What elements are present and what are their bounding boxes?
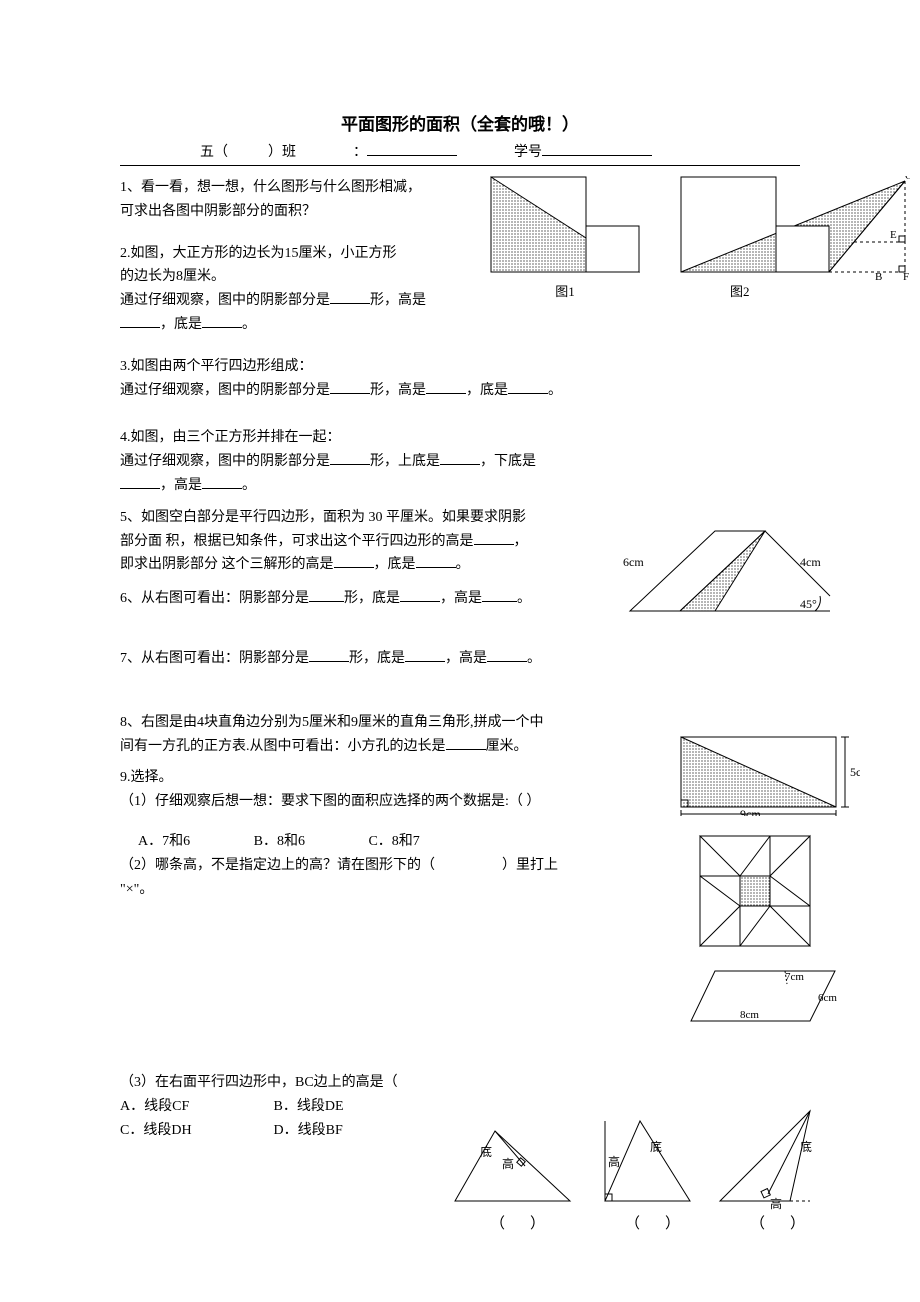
- figure-pinwheel: [690, 826, 820, 956]
- q3-line2a: 通过仔细观察，图中的阴影部分是: [120, 383, 330, 398]
- q2-line3a: 通过仔细观察，图中的阴影部分是: [120, 293, 330, 308]
- svg-text:6cm: 6cm: [818, 992, 837, 1004]
- q7-b: 形，底是: [349, 651, 405, 666]
- q3-line2c: ，底是: [466, 383, 508, 398]
- q2-line4b: ，底是: [160, 317, 202, 332]
- page-title: 平面图形的面积（全套的哦！）: [120, 110, 800, 135]
- q9-s3: （3）在右面平行四边形中，BC边上的高是（: [120, 1075, 398, 1090]
- student-no-label: 学号: [514, 145, 542, 160]
- question-8: 8、右图是由4块直角边分别为5厘米和9厘米的直角三角形,拼成一个中 间有一方孔的…: [120, 711, 650, 759]
- question-9-3: （3）在右面平行四边形中，BC边上的高是（ A．线段CF B．线段DE C．线段…: [120, 1071, 450, 1142]
- q9-s2c: "×"。: [120, 878, 650, 902]
- q9-optB: B．8和6: [254, 830, 305, 854]
- q2-line1: 2.如图，大正方形的边长为15厘米，小正方形: [120, 242, 460, 266]
- q3-line2b: 形，高是: [370, 383, 426, 398]
- q4-line2b: 形，上底是: [370, 454, 440, 469]
- svg-text:底: 底: [650, 1139, 662, 1154]
- q8-line1: 8、右图是由4块直角边分别为5厘米和9厘米的直角三角形,拼成一个中: [120, 711, 650, 735]
- figure-parallelogram: 7cm 6cm 8cm: [690, 966, 840, 1026]
- q4-line3b: ，高是: [160, 478, 202, 493]
- svg-text:）: ）: [665, 1215, 680, 1232]
- class-suffix: ）班: [268, 145, 296, 160]
- svg-text:7cm: 7cm: [785, 971, 804, 983]
- q2-line4c: 。: [242, 317, 256, 332]
- svg-text:B: B: [875, 271, 882, 281]
- q2-line2: 的边长为8厘米。: [120, 265, 460, 289]
- q4-line1: 4.如图，由三个正方形并排在一起：: [120, 426, 630, 450]
- svg-text:（: （: [750, 1215, 765, 1232]
- svg-text:45°: 45°: [800, 597, 817, 611]
- svg-text:（: （: [490, 1215, 505, 1232]
- svg-text:底: 底: [800, 1139, 812, 1154]
- svg-text:8cm: 8cm: [740, 1009, 759, 1021]
- figure-q8: 5cm 9cm: [680, 736, 860, 816]
- figure-2: C E B F 图2: [680, 176, 910, 303]
- q5-line2b: ，: [514, 534, 528, 549]
- svg-text:4cm: 4cm: [800, 555, 821, 569]
- q9-optA: A．7和6: [138, 830, 190, 854]
- q5-line2a: 部分面 积，根据已知条件，可求出这个平行四边形的高是: [120, 534, 474, 549]
- q5-line3c: 。: [456, 557, 470, 572]
- q9-s3optA: A．线段CF: [120, 1095, 270, 1119]
- question-5: 5、如图空白部分是平行四边形，面积为 30 平厘米。如果要求阴影 部分面 积，根…: [120, 506, 610, 577]
- svg-text:底: 底: [480, 1144, 492, 1159]
- q6-a: 6、从右图可看出：阴影部分是: [120, 591, 309, 606]
- q9-s1: （1）仔细观察后想一想：要求下图的面积应选择的两个数据是:（ ）: [120, 790, 650, 814]
- q9-s2a: （2）哪条高，不是指定边上的高？请在图形下的（: [120, 858, 435, 873]
- q1-line2: 可求出各图中阴影部分的面积？: [120, 200, 460, 224]
- question-3: 3.如图由两个平行四边形组成： 通过仔细观察，图中的阴影部分是 形，高是 ，底是 。: [120, 355, 630, 403]
- svg-text:高: 高: [608, 1154, 620, 1169]
- q6-b: 形，底是: [344, 591, 400, 606]
- svg-text:E: E: [890, 229, 897, 241]
- q9-s3optB: B．线段DE: [274, 1099, 344, 1114]
- question-1: 1、看一看，想一想，什么图形与什么图形相减， 可求出各图中阴影部分的面积？: [120, 176, 460, 224]
- svg-text:5cm: 5cm: [850, 765, 860, 779]
- figure-2-label: 图2: [680, 281, 910, 303]
- svg-text:）: ）: [530, 1215, 545, 1232]
- q7-c: ，高是: [445, 651, 487, 666]
- q5-line1: 5、如图空白部分是平行四边形，面积为 30 平厘米。如果要求阴影: [120, 506, 610, 530]
- q9-s3optC: C．线段DH: [120, 1119, 270, 1143]
- q3-line2d: 。: [548, 383, 562, 398]
- question-4: 4.如图，由三个正方形并排在一起： 通过仔细观察，图中的阴影部分是 形，上底是 ，下…: [120, 426, 630, 497]
- question-9: 9.选择。 （1）仔细观察后想一想：要求下图的面积应选择的两个数据是:（ ） A…: [120, 766, 650, 901]
- q4-line3c: 。: [242, 478, 256, 493]
- svg-text:高: 高: [770, 1196, 782, 1211]
- q4-line2a: 通过仔细观察，图中的阴影部分是: [120, 454, 330, 469]
- figure-1: 图1: [490, 176, 640, 303]
- q9-optC: C．8和7: [368, 830, 419, 854]
- header-line: 五（ ）班 ： 学号: [120, 141, 800, 161]
- q7-d: 。: [527, 651, 541, 666]
- svg-text:）: ）: [790, 1215, 805, 1232]
- q6-d: 。: [517, 591, 531, 606]
- q9-head: 9.选择。: [120, 766, 650, 790]
- q2-line3b: 形，高是: [370, 293, 426, 308]
- question-2: 2.如图，大正方形的边长为15厘米，小正方形 的边长为8厘米。 通过仔细观察，图…: [120, 242, 460, 337]
- svg-text:9cm: 9cm: [740, 807, 761, 816]
- divider: [120, 165, 800, 166]
- question-7: 7、从右图可看出：阴影部分是 形，底是 ，高是 。: [120, 647, 630, 671]
- figure-triangles-row: 底 高 底 高 底 高 （ ） （ ） （ ）: [450, 1106, 840, 1236]
- q1-line1: 1、看一看，想一想，什么图形与什么图形相减，: [120, 176, 460, 200]
- q5-line3a: 即求出阴影部分 这个三解形的高是: [120, 557, 334, 572]
- q9-s3optD: D．线段BF: [274, 1123, 343, 1138]
- svg-text:（: （: [625, 1215, 640, 1232]
- figure-1-label: 图1: [490, 281, 640, 303]
- q8-line2a: 间有一方孔的正方表.从图中可看出：小方孔的边长是: [120, 739, 446, 754]
- figure-q5: 6cm 4cm 45°: [620, 526, 840, 621]
- question-6: 6、从右图可看出：阴影部分是 形，底是 ，高是 。: [120, 587, 630, 611]
- svg-text:高: 高: [502, 1156, 514, 1171]
- q5-line3b: ，底是: [374, 557, 416, 572]
- svg-text:6cm: 6cm: [623, 555, 644, 569]
- class-prefix: 五（: [200, 145, 228, 160]
- q6-c: ，高是: [440, 591, 482, 606]
- q3-line1: 3.如图由两个平行四边形组成：: [120, 355, 630, 379]
- svg-text:C: C: [905, 176, 910, 182]
- q7-a: 7、从右图可看出：阴影部分是: [120, 651, 309, 666]
- svg-text:F: F: [903, 271, 909, 281]
- q4-line2c: ，下底是: [480, 454, 536, 469]
- name-sep: ：: [353, 145, 367, 160]
- q9-s2b: ）里打上: [502, 858, 558, 873]
- q8-line2b: 厘米。: [486, 739, 528, 754]
